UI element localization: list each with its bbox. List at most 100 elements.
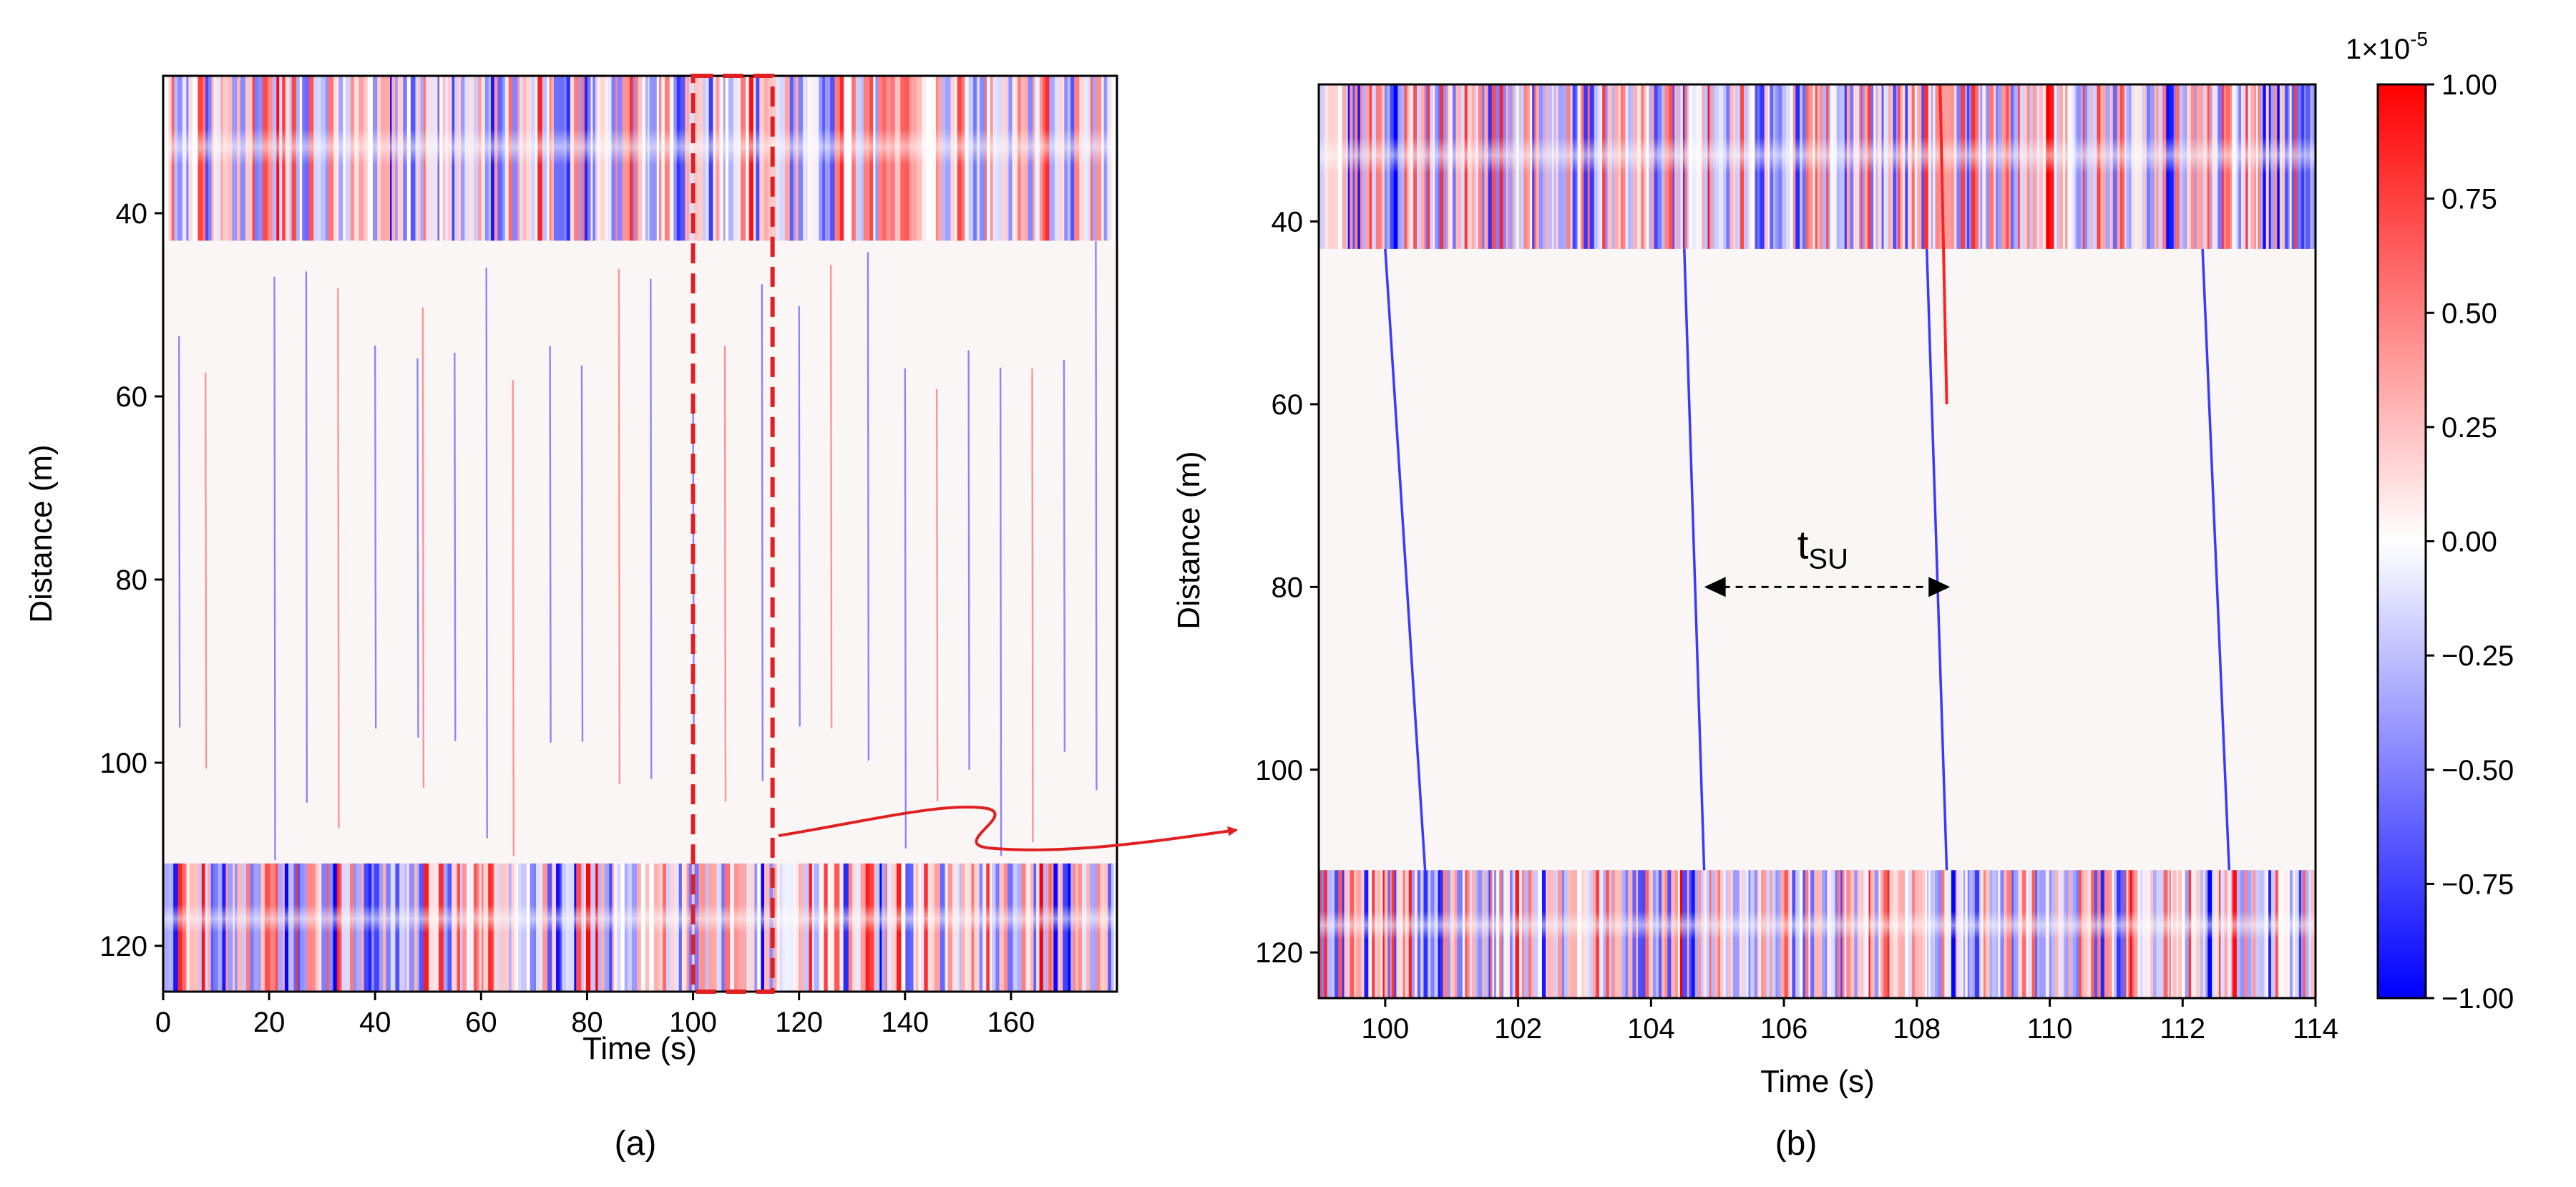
panel-a-event-line <box>416 358 419 738</box>
colorbar-tick-label: −0.75 <box>2441 869 2514 900</box>
panel-a-event-line <box>798 306 801 727</box>
x-tick-label: 100 <box>1361 1013 1409 1045</box>
panel-b-negative-event <box>2201 248 2231 871</box>
x-tick-label: 40 <box>359 1007 391 1038</box>
panel-b-negative-event <box>1683 248 1706 871</box>
panel-a-event-line <box>374 345 377 729</box>
colorbar-tick-label: 1.00 <box>2441 69 2497 101</box>
panel-a-event-line <box>761 284 764 781</box>
y-tick-label: 60 <box>1272 389 1304 421</box>
zoom-connector-arrow <box>778 806 1238 851</box>
tsu-label: tSU <box>1797 522 1848 575</box>
panel-a-event-line <box>904 368 907 849</box>
x-tick-label: 120 <box>775 1007 823 1038</box>
x-tick-label: 104 <box>1627 1013 1675 1045</box>
y-tick-label: 40 <box>1272 207 1304 238</box>
colorbar-exponent-base: 1×10 <box>2346 34 2410 65</box>
panel-a-event-line <box>205 372 208 769</box>
panel-a-vertical-events <box>177 241 1098 861</box>
y-tick-label: 100 <box>99 748 147 779</box>
panel-a-event-line <box>723 345 727 802</box>
panel-a-event-line <box>1063 359 1066 752</box>
panel-a-plot-area <box>163 76 1117 992</box>
panel-b-top-band-gap <box>1319 137 2316 174</box>
panel-a-highlight-box <box>691 74 775 994</box>
panel-b: 100 102 104 106 108 110 112 114 40 60 80 100 120 Ti… <box>1171 83 2338 1163</box>
colorbar-tick-label: 0.75 <box>2441 184 2497 215</box>
x-tick-label: 110 <box>2027 1013 2073 1045</box>
tsu-annotation: tSU <box>1704 522 1951 597</box>
colorbar-tick-label: 0.00 <box>2441 527 2497 558</box>
colorbar-tick-label: −0.50 <box>2441 755 2514 786</box>
y-tick-label: 60 <box>116 381 148 413</box>
tsu-label-sub: SU <box>1808 543 1848 575</box>
panel-b-label: (b) <box>1775 1125 1818 1163</box>
x-tick-label: 140 <box>881 1007 929 1038</box>
panel-b-negative-event <box>1384 248 1427 871</box>
x-tick-label: 108 <box>1893 1013 1941 1045</box>
colorbar-tick-label: −0.25 <box>2441 640 2514 672</box>
panel-b-positive-event <box>1938 84 1948 405</box>
panel-a-event-line <box>549 346 552 743</box>
panel-b-x-axis: 100 102 104 106 108 110 112 114 <box>1361 998 2338 1045</box>
tsu-arrowhead-right <box>1928 577 1951 597</box>
panel-a-event-line <box>867 252 870 761</box>
panel-b-bottom-band-gap <box>1319 911 2316 939</box>
x-tick-label: 0 <box>155 1007 171 1038</box>
colorbar-exponent-power: -5 <box>2410 28 2428 50</box>
panel-a-xlabel: Time (s) <box>582 1031 697 1066</box>
colorbar-tick-label: 0.25 <box>2441 412 2497 444</box>
panel-a-frame <box>162 74 1118 993</box>
colorbar: 1×10-5 1.00 0.75 0.50 0.25 0.00 −0.25 −0.50 −0.… <box>2346 28 2514 1015</box>
x-tick-label: 100 <box>669 1007 717 1038</box>
panel-a: 0 20 40 60 80 100 120 140 160 40 60 80 100 120 Time … <box>24 74 1118 1163</box>
panel-a-event-line <box>999 367 1002 856</box>
colorbar-exponent: 1×10-5 <box>2346 28 2428 65</box>
panel-a-event-line <box>512 380 514 856</box>
y-tick-label: 100 <box>1255 755 1303 786</box>
panel-b-plot-area <box>1319 84 2316 998</box>
tsu-label-main: t <box>1797 522 1809 567</box>
colorbar-tick-label: −1.00 <box>2441 983 2514 1015</box>
tsu-arrowhead-left <box>1704 577 1726 597</box>
colorbar-gradient <box>2376 83 2427 1000</box>
y-tick-label: 120 <box>1255 937 1303 969</box>
x-tick-label: 60 <box>465 1007 497 1038</box>
y-tick-label: 40 <box>116 198 148 230</box>
panel-a-event-line <box>650 278 653 779</box>
x-tick-label: 102 <box>1494 1013 1542 1045</box>
panel-b-ylabel: Distance (m) <box>1171 451 1206 629</box>
panel-a-event-line <box>305 271 308 803</box>
panel-a-x-axis: 0 20 40 60 80 100 120 140 160 <box>155 992 1035 1038</box>
panel-b-y-axis: 40 60 80 100 120 <box>1255 207 1319 969</box>
panel-b-slanted-events <box>1384 84 2231 871</box>
panel-a-event-line <box>421 307 425 788</box>
y-tick-label: 120 <box>99 931 147 962</box>
x-tick-label: 160 <box>987 1007 1035 1038</box>
panel-b-xlabel: Time (s) <box>1760 1064 1875 1099</box>
panel-a-top-band-gap <box>163 128 1117 165</box>
panel-a-event-line <box>454 352 457 741</box>
panel-a-bottom-band-gap <box>163 904 1117 933</box>
panel-a-label: (a) <box>615 1125 657 1163</box>
panel-a-ylabel: Distance (m) <box>24 444 59 622</box>
panel-a-top-band <box>163 76 1117 241</box>
x-tick-label: 80 <box>571 1007 603 1038</box>
panel-b-frame <box>1317 83 2317 1000</box>
panel-b-negative-event <box>1925 248 1948 871</box>
x-tick-label: 20 <box>253 1007 286 1038</box>
panel-a-y-axis: 40 60 80 100 120 <box>99 198 163 962</box>
panel-a-event-line <box>177 336 181 728</box>
panel-b-top-band <box>1319 84 2316 249</box>
y-tick-label: 80 <box>116 565 148 596</box>
x-tick-label: 114 <box>2293 1013 2338 1045</box>
panel-a-bottom-band <box>163 863 1117 992</box>
x-tick-label: 112 <box>2160 1013 2205 1045</box>
y-tick-label: 80 <box>1272 572 1304 603</box>
panel-a-event-line <box>967 350 970 770</box>
panel-b-bottom-band <box>1319 870 2316 998</box>
colorbar-tick-label: 0.50 <box>2441 298 2497 329</box>
colorbar-ticks: 1.00 0.75 0.50 0.25 0.00 −0.25 −0.50 −0.75 −1.00 <box>2426 69 2514 1015</box>
x-tick-label: 106 <box>1760 1013 1808 1045</box>
